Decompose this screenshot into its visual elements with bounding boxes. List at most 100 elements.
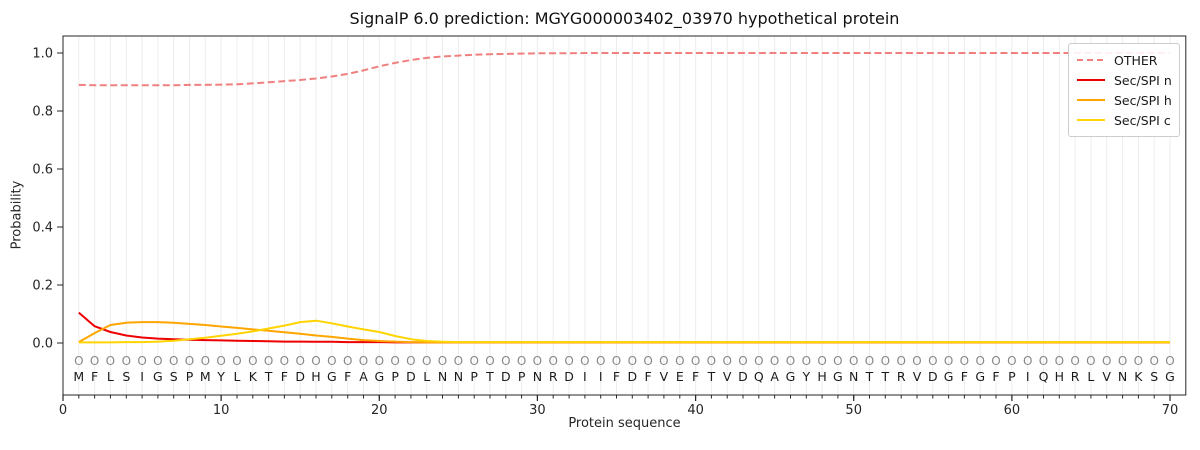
sequence-letter: P xyxy=(391,369,399,384)
class-marker: O xyxy=(643,354,652,368)
class-marker: O xyxy=(628,354,637,368)
sequence-letter: F xyxy=(91,369,98,384)
axes-box xyxy=(62,35,1187,396)
class-marker: O xyxy=(122,354,131,368)
x-tick-label: 20 xyxy=(371,403,388,418)
sequence-letter: H xyxy=(1055,369,1064,384)
class-marker: O xyxy=(1070,354,1079,368)
class-marker: O xyxy=(264,354,273,368)
sequence-letter: D xyxy=(406,369,416,384)
class-marker: O xyxy=(548,354,557,368)
class-marker: O xyxy=(707,354,716,368)
class-marker: O xyxy=(1165,354,1174,368)
class-marker: O xyxy=(1149,354,1158,368)
sequence-letter: A xyxy=(359,369,368,384)
legend-line-sample xyxy=(1077,119,1105,121)
legend-line-sample xyxy=(1077,79,1105,81)
sequence-letter: N xyxy=(533,369,542,384)
class-marker: O xyxy=(912,354,921,368)
class-marker: O xyxy=(216,354,225,368)
y-tick-label: 0.6 xyxy=(32,163,53,178)
sequence-letter: I xyxy=(140,369,144,384)
sequence-letter: D xyxy=(501,369,511,384)
class-marker: O xyxy=(501,354,510,368)
class-marker: O xyxy=(185,354,194,368)
class-marker: O xyxy=(343,354,352,368)
class-marker: O xyxy=(517,354,526,368)
legend-item-sec-spi-h: Sec/SPI h xyxy=(1077,90,1172,110)
sequence-letter: R xyxy=(1071,369,1080,384)
sequence-letter: R xyxy=(897,369,906,384)
sequence-letter: P xyxy=(470,369,478,384)
class-marker: O xyxy=(564,354,573,368)
sequence-letter: H xyxy=(311,369,320,384)
sequence-letter: G xyxy=(833,369,843,384)
sequence-letter: D xyxy=(738,369,748,384)
x-tick-label: 60 xyxy=(1004,403,1021,418)
class-marker: O xyxy=(1055,354,1064,368)
class-marker: O xyxy=(975,354,984,368)
class-marker: O xyxy=(438,354,447,368)
class-marker: O xyxy=(738,354,747,368)
class-marker: O xyxy=(153,354,162,368)
sequence-letter: D xyxy=(627,369,637,384)
class-marker: O xyxy=(881,354,890,368)
sequence-letter: F xyxy=(281,369,288,384)
legend-line-sample xyxy=(1077,99,1105,101)
class-marker: O xyxy=(817,354,826,368)
sequence-letter: F xyxy=(644,369,651,384)
class-marker: O xyxy=(327,354,336,368)
legend-label: OTHER xyxy=(1114,52,1158,68)
sequence-letter: V xyxy=(913,369,922,384)
sequence-letter: F xyxy=(692,369,699,384)
x-tick-label: 10 xyxy=(213,403,230,418)
sequence-letter: L xyxy=(1087,369,1094,384)
class-marker: O xyxy=(533,354,542,368)
class-marker: O xyxy=(1134,354,1143,368)
sequence-letter: D xyxy=(295,369,305,384)
sequence-letter: A xyxy=(770,369,779,384)
sequence-letter: R xyxy=(549,369,558,384)
legend-item-other: OTHER xyxy=(1077,50,1171,70)
x-tick-label: 50 xyxy=(845,403,862,418)
class-marker: O xyxy=(580,354,589,368)
sequence-letter: V xyxy=(1102,369,1111,384)
y-axis-ticks: 0.0 0.2 0.4 0.6 0.8 1.0 xyxy=(32,47,63,352)
class-marker: O xyxy=(90,354,99,368)
sequence-letter: N xyxy=(1118,369,1127,384)
class-marker: O xyxy=(295,354,304,368)
sequence-letter: S xyxy=(1150,369,1158,384)
class-marker: O xyxy=(280,354,289,368)
class-marker: O xyxy=(169,354,178,368)
class-marker: O xyxy=(659,354,668,368)
class-marker: O xyxy=(469,354,478,368)
class-marker: O xyxy=(896,354,905,368)
class-marker: O xyxy=(74,354,83,368)
class-marker: O xyxy=(232,354,241,368)
sequence-letter: G xyxy=(374,369,384,384)
class-marker: O xyxy=(1039,354,1048,368)
legend: OTHER Sec/SPI n Sec/SPI h Sec/SPI c xyxy=(1068,43,1180,137)
sequence-letter: I xyxy=(583,369,587,384)
y-tick-label: 0.2 xyxy=(32,279,53,294)
sequence-letter: G xyxy=(1165,369,1175,384)
legend-label: Sec/SPI c xyxy=(1114,112,1171,128)
class-marker: O xyxy=(802,354,811,368)
sequence-letter: F xyxy=(613,369,620,384)
sequence-letter: T xyxy=(707,369,716,384)
class-marker: O xyxy=(960,354,969,368)
sequence-letter: N xyxy=(454,369,463,384)
sequence-letter: T xyxy=(485,369,494,384)
sequence-letter: Q xyxy=(1039,369,1049,384)
class-marker: O xyxy=(770,354,779,368)
sequence-letter: S xyxy=(122,369,130,384)
y-tick-label: 1.0 xyxy=(32,47,53,62)
sequence-letter: G xyxy=(944,369,954,384)
class-marker: O xyxy=(786,354,795,368)
sequence-letter: N xyxy=(849,369,858,384)
class-marker: O xyxy=(722,354,731,368)
legend-label: Sec/SPI h xyxy=(1114,92,1172,108)
sequence-letter: L xyxy=(423,369,430,384)
